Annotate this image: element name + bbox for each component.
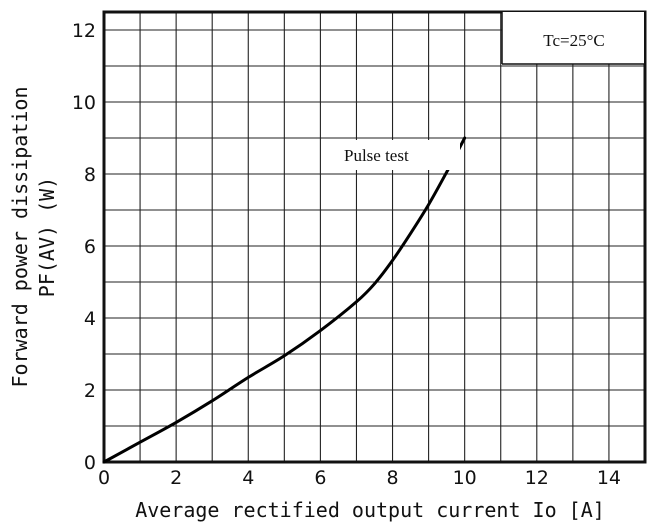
grid-lines <box>104 12 645 462</box>
y-tick-label: 8 <box>84 164 96 186</box>
condition-label: Tc=25°C <box>543 31 604 50</box>
x-tick-label: 4 <box>242 467 254 489</box>
curve-label: Pulse test <box>344 146 409 165</box>
y-tick-label: 10 <box>72 92 96 114</box>
curve-group <box>102 136 467 464</box>
tick-labels: 0 2 4 6 8 10 12 14 0 2 4 6 8 10 12 <box>72 20 621 489</box>
x-tick-label: 2 <box>170 467 182 489</box>
y-tick-label: 12 <box>72 20 96 42</box>
y-tick-label: 0 <box>84 452 96 474</box>
x-tick-label: 8 <box>386 467 398 489</box>
y-axis-title-line2: PF(AV) (W) <box>35 177 59 297</box>
curve-label-bg <box>338 140 460 170</box>
x-tick-label: 6 <box>314 467 326 489</box>
series-line <box>102 136 467 464</box>
y-axis-title-line1: Forward power dissipation <box>8 86 32 387</box>
y-tick-label: 4 <box>84 308 96 330</box>
y-tick-label: 6 <box>84 236 96 258</box>
x-axis-title: Average rectified output current Io [A] <box>135 498 605 522</box>
condition-box-bg <box>502 12 644 64</box>
x-tick-label: 12 <box>525 467 549 489</box>
x-tick-label: 10 <box>453 467 477 489</box>
x-tick-label: 0 <box>98 467 110 489</box>
x-tick-label: 14 <box>597 467 621 489</box>
y-tick-label: 2 <box>84 380 96 402</box>
plot-frame <box>102 10 647 464</box>
